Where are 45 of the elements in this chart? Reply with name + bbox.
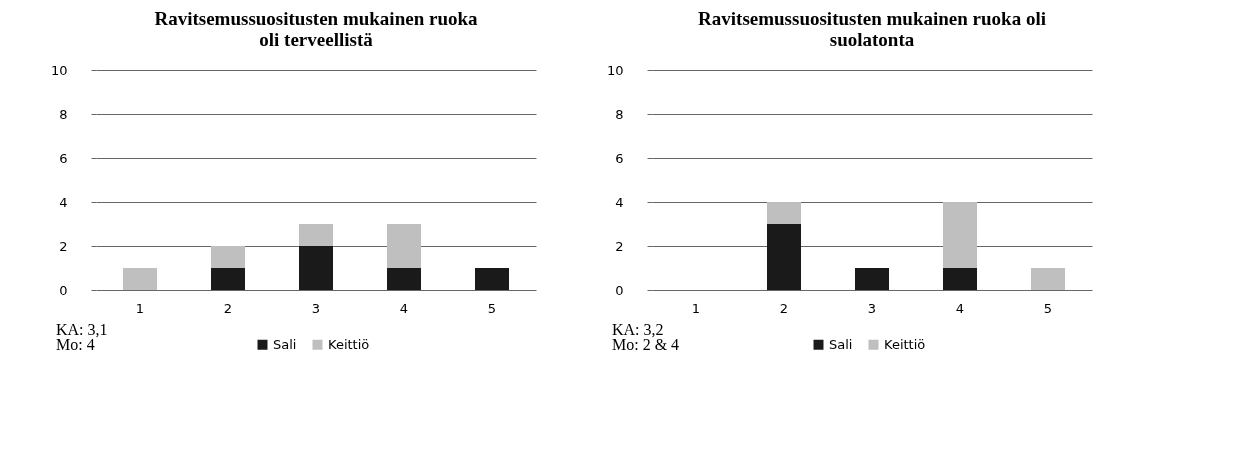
- x-tick-label: 4: [955, 300, 965, 316]
- x-tick-label: 3: [867, 300, 877, 316]
- text: KA: 3,1: [56, 320, 108, 338]
- y-tick-label: 8: [59, 106, 68, 122]
- bar: [767, 202, 801, 224]
- x-tick-label: 5: [487, 300, 497, 316]
- chart-title: Ravitsemussuositusten mukainen ruoka oli terveellistä: [154, 8, 479, 50]
- y-tick-label: 8: [615, 106, 624, 122]
- legend-label: Keittiö: [328, 336, 370, 352]
- bar: [767, 224, 801, 290]
- x-tick-label: 2: [779, 300, 789, 316]
- bar: [211, 268, 245, 290]
- text: Mo: 4: [56, 335, 95, 353]
- x-tick-label: 1: [691, 300, 701, 316]
- bar: [855, 268, 889, 290]
- legend-label: Keittiö: [884, 336, 926, 352]
- legend-label: Sali: [829, 336, 853, 352]
- y-tick-label: 4: [59, 194, 68, 210]
- bar: [211, 246, 245, 268]
- y-tick-label: 6: [59, 150, 68, 166]
- bar: [299, 224, 333, 246]
- x-tick-label: 1: [135, 300, 145, 316]
- legend-label: Sali: [273, 336, 297, 352]
- chart-title: Ravitsemussuositusten mukainen ruoka oli suolatonta: [698, 8, 1046, 50]
- text: KA: 3,2: [612, 320, 664, 338]
- x-tick-label: 4: [399, 300, 409, 316]
- y-tick-label: 2: [59, 238, 68, 254]
- y-tick-label: 10: [606, 62, 624, 78]
- y-tick-label: 6: [615, 150, 624, 166]
- bar: [299, 246, 333, 290]
- y-tick-label: 0: [59, 282, 68, 298]
- y-tick-label: 0: [615, 282, 624, 298]
- bar: [1031, 268, 1065, 290]
- y-tick-label: 10: [50, 62, 68, 78]
- y-tick-label: 4: [615, 194, 624, 210]
- bar: [943, 202, 977, 268]
- x-tick-label: 5: [1043, 300, 1053, 316]
- bar: [943, 268, 977, 290]
- bar: [387, 224, 421, 268]
- bar: [387, 268, 421, 290]
- x-tick-label: 2: [223, 300, 233, 316]
- bar: [475, 268, 509, 290]
- bar: [123, 268, 157, 290]
- x-tick-label: 3: [311, 300, 321, 316]
- y-tick-label: 2: [615, 238, 624, 254]
